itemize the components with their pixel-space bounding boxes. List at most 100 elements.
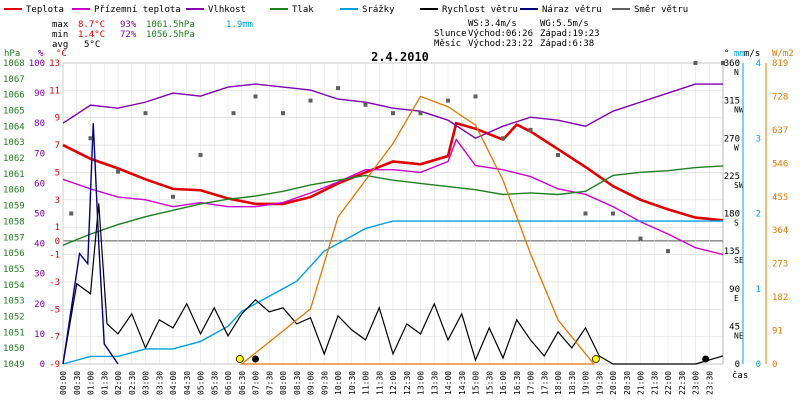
legend-label: Vlhkost: [208, 5, 246, 15]
moonrise-marker: [702, 355, 710, 363]
time-tick-label: 18:30: [568, 371, 577, 395]
legend-item: Srážky: [340, 5, 395, 15]
unit-ms: m/s: [744, 49, 760, 59]
legend-item: Přízemní teplota: [72, 5, 181, 15]
pressure-tick-label: 1052: [3, 312, 25, 322]
humidity-tick-label: 60: [34, 179, 45, 189]
unit-mm: mm: [734, 49, 745, 59]
axis-units: hPa % °C ° mm m/s W/m2 čas: [4, 49, 794, 381]
humidity-tick-label: 40: [34, 240, 45, 250]
time-tick-label: 04:30: [183, 371, 192, 395]
legend-label: Směr větru: [634, 5, 688, 15]
time-tick-label: 02:30: [128, 371, 137, 395]
dir-name-label: W: [734, 143, 739, 152]
sun-set: Západ:19:23: [540, 29, 600, 39]
time-tick-label: 13:30: [430, 371, 439, 395]
time-tick-label: 20:00: [609, 371, 618, 395]
pressure-tick-label: 1050: [3, 344, 25, 354]
legend-label: Srážky: [362, 5, 395, 15]
pressure-tick-label: 1064: [3, 122, 25, 132]
unit-degc: °C: [56, 49, 67, 59]
wind-dir-point: [253, 94, 258, 99]
dir-name-label: N: [734, 68, 739, 77]
time-tick-label: 09:00: [307, 371, 316, 395]
stats-avg-temp: 5°C: [84, 40, 100, 50]
temp-tick-label: 13: [49, 59, 60, 69]
legend: Teplota Přízemní teplota Vlhkost Tlak Srážky…: [4, 5, 688, 15]
wind-dir-point: [308, 98, 313, 103]
series-rychlost-větru: [62, 203, 724, 365]
dir-tick-label: 360: [724, 59, 740, 69]
legend-label: Náraz větru: [542, 5, 602, 15]
pressure-tick-label: 1049: [3, 360, 25, 370]
chart-title: 2.4.2010: [371, 50, 429, 64]
time-tick-label: 14:30: [458, 371, 467, 395]
astro-block: WS:3.4m/s WG:5.5m/s Slunce Východ:06:26 …: [434, 19, 600, 49]
stats-min-hum: 72%: [120, 30, 137, 40]
time-tick-label: 06:30: [238, 371, 247, 395]
pressure-tick-label: 1061: [3, 170, 25, 180]
temp-tick-label: 0: [55, 237, 60, 247]
temp-tick-label: 1: [55, 223, 60, 233]
wind-dir-point: [666, 249, 670, 254]
pressure-tick-label: 1067: [3, 75, 25, 85]
time-tick-label: 22:30: [678, 371, 687, 395]
temp-tick-label: 7: [55, 141, 60, 151]
wind-dir-point: [143, 111, 148, 116]
wg-value: WG:5.5m/s: [540, 19, 589, 29]
dir-name-label: SE: [734, 256, 744, 265]
pressure-tick-label: 1062: [3, 154, 25, 164]
time-tick-label: 07:30: [265, 371, 274, 395]
legend-label: Rychlost větru: [442, 5, 518, 15]
time-tick-label: 14:00: [444, 371, 453, 395]
legend-item: Směr větru: [612, 5, 688, 15]
temp-tick-label: 5: [55, 168, 60, 178]
time-tick-label: 21:30: [650, 371, 659, 395]
solar-tick-label: 182: [772, 293, 788, 303]
temp-tick-label: -5: [49, 305, 60, 315]
moon-rise: Východ:23:22: [468, 39, 533, 49]
wind-dir-point: [336, 86, 340, 91]
time-tick-label: 03:30: [155, 371, 164, 395]
series-vlhkost: [62, 83, 723, 140]
legend-item: Teplota: [4, 5, 64, 15]
rain-tick-label: 0: [756, 360, 761, 370]
solar-tick-label: 455: [772, 193, 788, 203]
stats-max-temp: 8.7°C: [78, 20, 105, 30]
time-tick-label: 09:30: [320, 371, 329, 395]
legend-label: Teplota: [26, 5, 64, 15]
pressure-tick-label: 1053: [3, 297, 25, 307]
time-tick-label: 08:30: [293, 371, 302, 395]
time-tick-label: 20:30: [623, 371, 632, 395]
time-tick-label: 18:00: [554, 371, 563, 395]
moon-label: Měsíc: [434, 39, 461, 49]
time-tick-label: 06:00: [224, 371, 233, 395]
wind-dir-point: [116, 169, 120, 174]
dir-tick-label: 90: [729, 285, 740, 295]
series-tlak: [62, 165, 724, 246]
time-tick-label: 17:30: [540, 371, 549, 395]
pressure-tick-label: 1056: [3, 249, 25, 259]
dir-tick-label: 270: [724, 134, 740, 144]
wind-dir-point: [721, 61, 725, 65]
solar-tick-label: 637: [772, 126, 788, 136]
wind-dir-point: [473, 94, 478, 99]
wind-dir-point: [88, 136, 93, 141]
humidity-tick-label: 100: [29, 59, 45, 69]
series-náraz-větru: [62, 123, 119, 365]
time-tick-label: 15:00: [472, 371, 481, 395]
wind-dir-point: [231, 111, 236, 116]
pressure-tick-label: 1057: [3, 233, 25, 243]
chart-marks: [62, 61, 725, 365]
time-tick-label: 02:00: [114, 371, 123, 395]
wind-dir-point: [501, 136, 505, 141]
legend-item: Rychlost větru: [420, 5, 518, 15]
time-tick-label: 08:00: [279, 371, 288, 395]
time-tick-label: 10:30: [348, 371, 357, 395]
legend-label: Přízemní teplota: [94, 5, 181, 15]
humidity-tick-label: 30: [34, 270, 45, 280]
dir-tick-label: 225: [724, 172, 740, 182]
wind-dir-point: [171, 194, 175, 199]
humidity-tick-label: 80: [34, 119, 45, 129]
unit-time: čas: [732, 370, 748, 381]
